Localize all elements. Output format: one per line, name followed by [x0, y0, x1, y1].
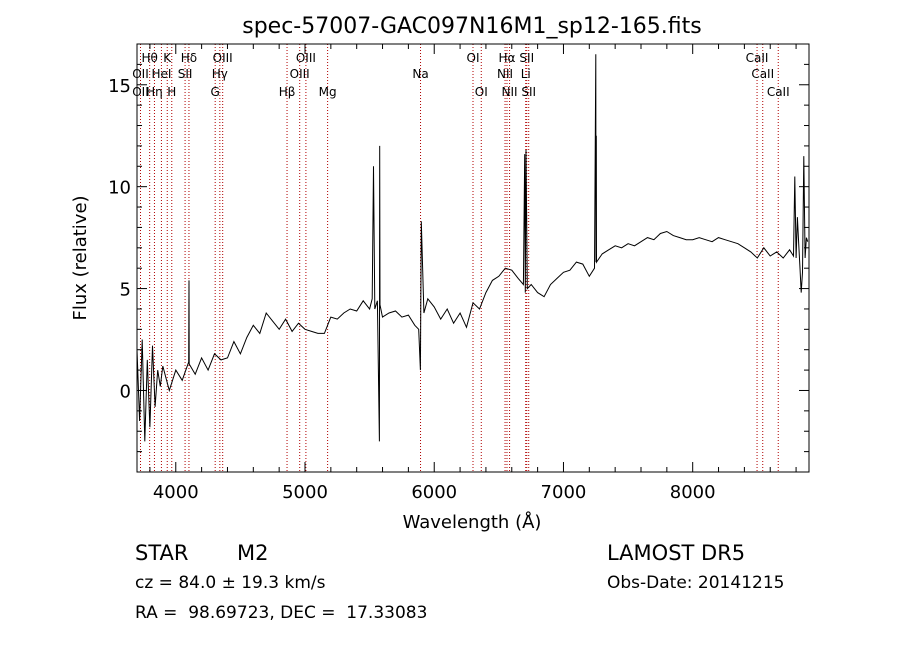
line-label: Mg [319, 85, 337, 99]
x-axis: 4000 5000 6000 7000 8000 [149, 44, 797, 503]
line-label: NII [497, 67, 513, 81]
line-label: Na [412, 67, 428, 81]
x-axis-label: Wavelength (Å) [403, 511, 542, 533]
x-tick-label: 4000 [153, 482, 199, 503]
y-tick-label: 0 [120, 381, 131, 402]
x-tick-label: 5000 [282, 482, 328, 503]
chart-title: spec-57007-GAC097N16M1_sp12-165.fits [242, 14, 702, 39]
line-label: Hβ [279, 85, 296, 99]
object-subclass: M2 [237, 541, 269, 565]
line-labels: OII OII Hθ Hη HeI K H Hδ SII OIII Hγ G Hβ OIII OIII Mg N… [132, 51, 789, 99]
y-axis-label: Flux (relative) [70, 195, 91, 320]
line-label: SII [519, 51, 534, 65]
line-label: CaII [751, 67, 774, 81]
line-label: CaII [767, 85, 790, 99]
line-label: OI [467, 51, 480, 65]
line-label: OIII [296, 51, 316, 65]
line-label: H [167, 85, 176, 99]
line-label: Hθ [141, 51, 157, 65]
y-tick-label: 15 [108, 76, 131, 97]
y-axis: 0 5 10 15 [108, 63, 809, 453]
line-label: OI [475, 85, 488, 99]
ra-dec: RA = 98.69723, DEC = 17.33083 [135, 603, 428, 623]
line-label: OII [132, 85, 149, 99]
line-label: K [163, 51, 172, 65]
spectrum-chart: spec-57007-GAC097N16M1_sp12-165.fits OII… [70, 14, 810, 533]
line-label: HeI [151, 67, 171, 81]
line-label: SII [521, 85, 536, 99]
spectrum-line [136, 54, 809, 442]
line-label: Hη [146, 85, 163, 99]
line-label: CaII [746, 51, 769, 65]
survey-name: LAMOST DR5 [607, 541, 746, 565]
line-label: OIII [213, 51, 233, 65]
line-label: NII [502, 85, 518, 99]
x-tick-label: 8000 [670, 482, 716, 503]
plot-frame [136, 43, 810, 473]
line-label: OIII [290, 67, 310, 81]
y-tick-label: 5 [120, 280, 131, 301]
line-label: Li [521, 67, 531, 81]
line-label: Hγ [212, 67, 228, 81]
line-markers [139, 44, 779, 472]
observation-date: Obs-Date: 20141215 [607, 573, 785, 593]
line-label: OII [132, 67, 149, 81]
x-tick-label: 6000 [411, 482, 457, 503]
y-tick-label: 10 [108, 178, 131, 199]
redshift-cz: cz = 84.0 ± 19.3 km/s [135, 573, 326, 593]
x-tick-label: 7000 [541, 482, 587, 503]
line-label: G [211, 85, 220, 99]
line-label: SII [178, 67, 193, 81]
object-class: STAR [135, 541, 189, 565]
line-label: Hδ [181, 51, 197, 65]
line-label: Hα [499, 51, 516, 65]
